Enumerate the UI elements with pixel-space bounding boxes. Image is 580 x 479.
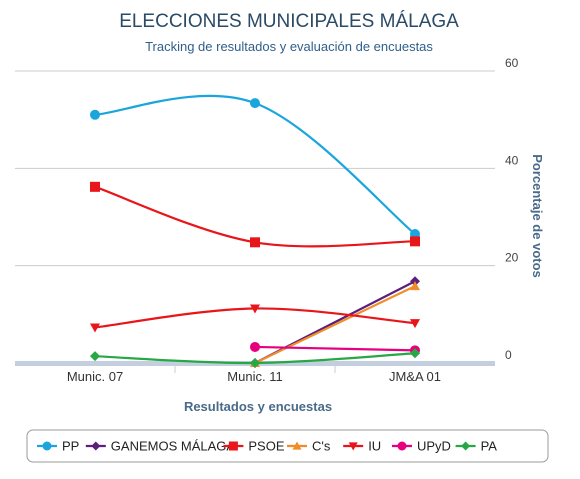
data-point-pa[interactable] <box>250 358 260 368</box>
legend-label: IU <box>368 439 381 454</box>
y-tick-label: 20 <box>505 251 519 265</box>
data-point-pp[interactable] <box>250 98 260 109</box>
series-layer <box>90 94 420 368</box>
data-point-upyd[interactable] <box>250 341 260 352</box>
series-iu <box>90 304 420 333</box>
data-point-c-s[interactable] <box>410 281 420 291</box>
chart-subtitle: Tracking de resultados y evaluación de e… <box>145 39 433 54</box>
legend-marker <box>292 441 302 450</box>
series-line-upyd <box>254 345 416 352</box>
data-point-iu[interactable] <box>250 304 260 314</box>
legend-item-ganemos-m-laga[interactable]: GANEMOS MÁLAGA <box>85 439 236 454</box>
x-tick-label: JM&A 01 <box>389 369 441 384</box>
legend-marker <box>397 441 407 451</box>
data-point-psoe[interactable] <box>250 237 260 248</box>
data-point-pa[interactable] <box>410 348 420 359</box>
y-tick-label: 40 <box>505 153 519 167</box>
legend-label: UPyD <box>417 439 451 454</box>
legend-item-upyd[interactable]: UPyD <box>392 439 451 454</box>
data-point-iu[interactable] <box>90 323 100 333</box>
legend-item-c-s[interactable]: C's <box>287 439 331 454</box>
x-axis-ticks: Munic. 07 Munic. 11 JM&A 01 <box>67 366 441 384</box>
legend-label: C's <box>312 439 331 454</box>
x-axis-title: Resultados y encuestas <box>184 399 332 414</box>
series-line-pp <box>94 94 416 235</box>
data-point-pa[interactable] <box>90 351 100 362</box>
legend-item-pp[interactable]: PP <box>37 439 79 454</box>
legend-item-psoe[interactable]: PSOE <box>223 439 285 454</box>
legend-label: PP <box>62 439 79 454</box>
legend-marker <box>91 441 101 451</box>
legend[interactable]: PP GANEMOS MÁLAGA PSOE C's IU UPyD PA <box>37 439 497 454</box>
legend-label: GANEMOS MÁLAGA <box>111 439 236 454</box>
data-point-psoe[interactable] <box>410 236 420 247</box>
legend-label: PSOE <box>248 439 284 454</box>
series-pp <box>90 94 420 240</box>
legend-marker <box>228 441 238 451</box>
grid <box>15 70 495 267</box>
legend-marker <box>42 441 52 451</box>
y-tick-label: 0 <box>505 348 512 362</box>
y-axis-title: Porcentaje de votos <box>530 154 545 278</box>
series-pa <box>90 348 420 368</box>
series-psoe <box>90 181 420 248</box>
legend-item-iu[interactable]: IU <box>343 439 381 454</box>
data-point-iu[interactable] <box>410 319 420 329</box>
legend-marker <box>461 441 471 451</box>
data-point-pp[interactable] <box>90 109 100 120</box>
data-point-psoe[interactable] <box>90 181 100 192</box>
x-tick-label: Munic. 11 <box>227 369 282 384</box>
chart-title: ELECCIONES MUNICIPALES MÁLAGA <box>119 11 459 32</box>
y-axis-ticks: 0 20 40 60 <box>505 56 519 362</box>
legend-item-pa[interactable]: PA <box>455 439 498 454</box>
legend-label: PA <box>481 439 498 454</box>
y-tick-label: 60 <box>505 56 519 70</box>
x-tick-label: Munic. 07 <box>67 369 123 384</box>
legend-marker <box>348 442 358 451</box>
series-line-c-s <box>254 285 416 364</box>
